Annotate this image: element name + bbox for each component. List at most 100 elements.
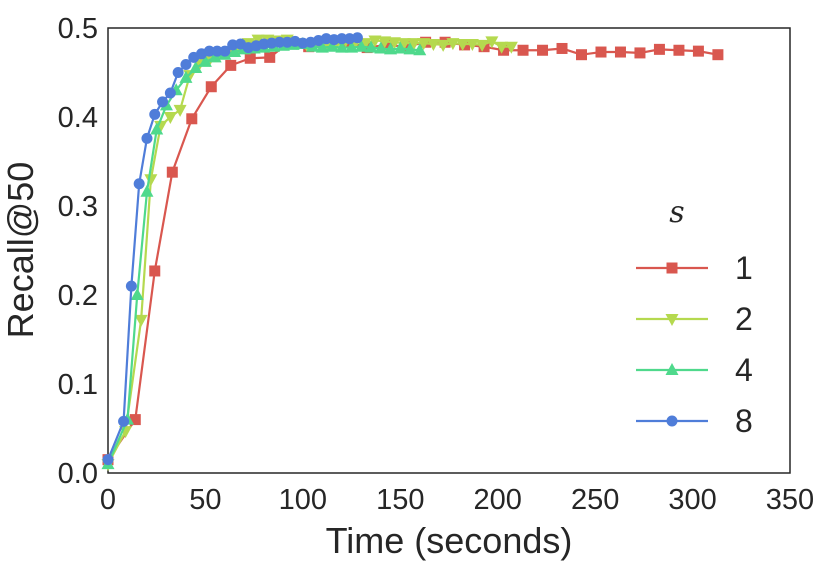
series-layer [101, 32, 724, 472]
data-point [149, 108, 161, 120]
data-point [203, 45, 215, 57]
x-tick-label: 200 [474, 484, 522, 516]
data-point [102, 454, 114, 466]
y-tick-label: 0.0 [58, 458, 98, 490]
y-axis-title: Recall@50 [0, 162, 41, 339]
data-point [426, 39, 440, 52]
data-point [381, 39, 393, 51]
data-point [354, 39, 368, 52]
data-point [465, 39, 479, 52]
legend-marker [666, 415, 678, 427]
data-point [140, 184, 154, 197]
legend-label: 2 [735, 301, 753, 337]
y-tick-label: 0.1 [58, 369, 98, 401]
data-point [251, 34, 265, 47]
data-point [336, 33, 348, 45]
data-point [118, 415, 130, 427]
data-point [364, 40, 378, 53]
legend-item-2: 2 [636, 301, 753, 337]
y-tick-label: 0.4 [58, 102, 98, 134]
data-point [495, 41, 509, 54]
data-point [456, 39, 470, 52]
data-point [228, 45, 242, 58]
y-tick-label: 0.5 [58, 13, 98, 45]
data-point [173, 104, 187, 117]
x-tick-label: 0 [100, 484, 116, 516]
data-point [325, 39, 339, 52]
tick-layer: 0 50 100 150 200 250 300 350 0.0 0.1 0.2 0.3 0.4 0.5 [58, 13, 815, 516]
data-point [345, 40, 359, 53]
data-point [166, 166, 178, 178]
legend-marker [665, 363, 679, 375]
data-point [368, 35, 382, 48]
data-point [413, 43, 427, 56]
legend-item-8: 8 [636, 403, 753, 439]
data-point [225, 59, 237, 71]
x-tick-label: 50 [189, 484, 221, 516]
data-point [189, 61, 203, 74]
legend-item-4: 4 [636, 352, 753, 388]
data-point [498, 44, 510, 56]
data-point [400, 41, 412, 53]
data-point [634, 47, 646, 59]
data-point [150, 122, 164, 135]
data-point [335, 40, 349, 53]
data-point [417, 38, 431, 51]
data-point [134, 314, 148, 327]
data-point [374, 41, 388, 54]
x-tick-label: 350 [766, 484, 814, 516]
data-point [351, 32, 363, 44]
data-point [407, 38, 421, 51]
legend-label: 4 [735, 352, 753, 388]
data-point [141, 132, 153, 144]
data-point [172, 67, 184, 78]
y-tick-label: 0.2 [58, 280, 98, 312]
data-point [384, 42, 398, 55]
data-point [244, 52, 256, 64]
data-point [653, 43, 665, 55]
data-point [205, 81, 217, 93]
legend-marker [665, 314, 679, 326]
data-point [144, 174, 158, 187]
data-point [556, 42, 568, 54]
x-axis-title: Time (seconds) [326, 520, 573, 561]
legend-label: 8 [735, 403, 753, 439]
data-point [403, 42, 417, 55]
x-tick-label: 250 [571, 484, 619, 516]
legend-marker [666, 262, 678, 274]
data-point [149, 265, 161, 277]
data-point [179, 70, 193, 83]
data-point [211, 45, 223, 57]
data-point [485, 36, 499, 49]
y-tick-label: 0.3 [58, 191, 98, 223]
data-point [387, 37, 401, 50]
legend-item-1: 1 [636, 250, 753, 286]
data-point [576, 49, 588, 61]
x-tick-label: 300 [668, 484, 716, 516]
data-point [273, 36, 285, 48]
data-point [186, 113, 198, 125]
data-point [446, 38, 460, 51]
data-point [692, 45, 704, 57]
x-tick-label: 150 [376, 484, 424, 516]
data-point [393, 41, 407, 54]
data-point [397, 38, 411, 51]
data-point [180, 58, 192, 70]
data-point [125, 280, 137, 292]
data-point [537, 44, 549, 56]
data-point [673, 44, 685, 56]
data-point [198, 54, 212, 67]
legend-label: 1 [735, 250, 753, 286]
data-point [475, 39, 489, 52]
data-point [129, 414, 141, 426]
data-point [130, 288, 144, 300]
data-point [157, 96, 169, 108]
data-point [163, 112, 177, 124]
data-point [164, 87, 176, 99]
legend-title: s [669, 195, 684, 230]
series-8 [102, 32, 363, 466]
data-point [436, 39, 450, 52]
data-point [219, 45, 231, 57]
data-point [133, 178, 145, 190]
